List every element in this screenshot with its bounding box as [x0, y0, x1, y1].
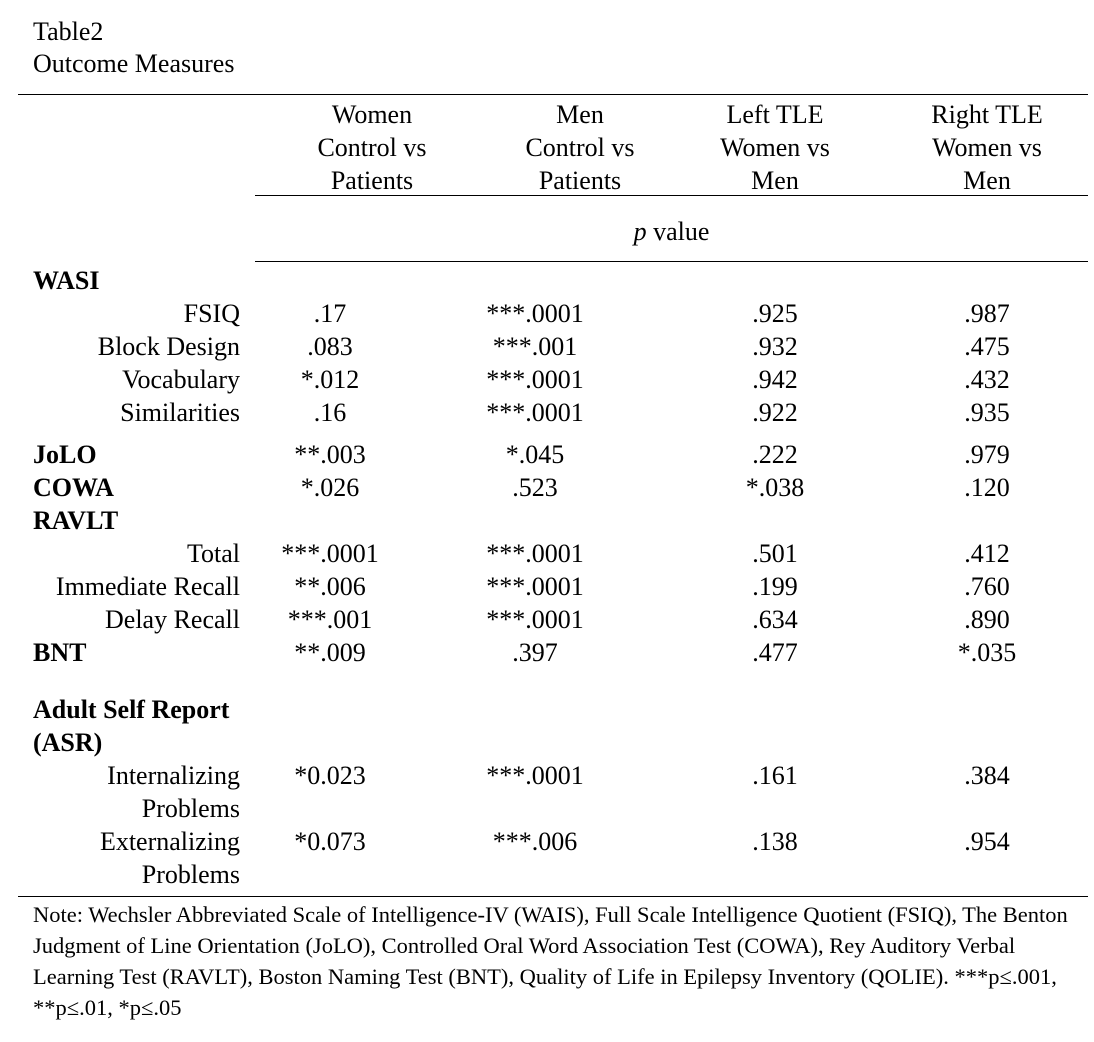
cell-value: .932 — [752, 332, 798, 361]
column-header: Control vs — [525, 133, 635, 162]
cell-value: .16 — [313, 398, 347, 427]
cell-value: *.012 — [300, 365, 360, 394]
cell-value: ***.0001 — [486, 572, 584, 601]
header-rule — [255, 195, 1088, 196]
column-header: Control vs — [317, 133, 427, 162]
row-label: FSIQ — [183, 299, 240, 328]
column-header: Patients — [330, 166, 414, 195]
group-label: JoLO — [33, 440, 97, 469]
cell-value: .501 — [752, 539, 798, 568]
cell-value: ***.001 — [287, 605, 373, 634]
cell-value: .222 — [752, 440, 798, 469]
cell-value: *.035 — [957, 638, 1017, 667]
cell-value: .954 — [964, 827, 1010, 856]
subheader-rule — [255, 261, 1088, 262]
cell-value: .634 — [752, 605, 798, 634]
cell-value: .199 — [752, 572, 798, 601]
cell-value: .432 — [964, 365, 1010, 394]
cell-value: *.026 — [300, 473, 360, 502]
cell-value: ***.0001 — [486, 761, 584, 790]
cell-value: .412 — [964, 539, 1010, 568]
cell-value: ***.0001 — [486, 365, 584, 394]
cell-value: .925 — [752, 299, 798, 328]
cell-value: **.009 — [294, 638, 366, 667]
cell-value: ***.001 — [492, 332, 578, 361]
row-label: Immediate Recall — [55, 572, 240, 601]
cell-value: .138 — [752, 827, 798, 856]
cell-value: .987 — [964, 299, 1010, 328]
cell-value: .397 — [512, 638, 558, 667]
bottom-rule — [18, 896, 1088, 897]
cell-value: *.038 — [745, 473, 805, 502]
cell-value: .523 — [512, 473, 558, 502]
cell-value: **.006 — [294, 572, 366, 601]
column-header: Women vs — [932, 133, 1042, 162]
column-header: Men — [963, 166, 1011, 195]
cell-value: **.003 — [294, 440, 366, 469]
column-header: Women vs — [720, 133, 830, 162]
cell-value: .477 — [752, 638, 798, 667]
cell-value: .475 — [964, 332, 1010, 361]
cell-value: .979 — [964, 440, 1010, 469]
cell-value: .17 — [313, 299, 347, 328]
cell-value: ***.0001 — [486, 398, 584, 427]
group-label: COWA — [33, 473, 114, 502]
subheader: p value — [255, 215, 1088, 248]
cell-value: ***.0001 — [281, 539, 379, 568]
row-label: Vocabulary — [122, 365, 240, 394]
column-header: Men — [556, 100, 604, 129]
table-title: Table2 — [33, 17, 104, 46]
cell-value: .935 — [964, 398, 1010, 427]
column-header: Women — [331, 100, 413, 129]
cell-value: ***.006 — [492, 827, 578, 856]
cell-value: .384 — [964, 761, 1010, 790]
row-label: Total — [186, 539, 240, 568]
cell-value: .942 — [752, 365, 798, 394]
cell-value: *.045 — [505, 440, 565, 469]
row-label: Internalizing Problems — [107, 761, 240, 823]
cell-value: ***.0001 — [486, 539, 584, 568]
table-note: Note: Wechsler Abbreviated Scale of Inte… — [33, 902, 1068, 1020]
cell-value: .922 — [752, 398, 798, 427]
row-label: Similarities — [120, 398, 240, 427]
column-header: Right TLE — [931, 100, 1043, 129]
cell-value: .890 — [964, 605, 1010, 634]
cell-value: *0.073 — [294, 827, 366, 856]
cell-value: .083 — [307, 332, 353, 361]
cell-value: .760 — [964, 572, 1010, 601]
row-label: Delay Recall — [105, 605, 240, 634]
group-label: Adult Self Report (ASR) — [33, 695, 230, 757]
cell-value: *0.023 — [294, 761, 366, 790]
group-label: BNT — [33, 638, 87, 667]
top-rule — [18, 94, 1088, 95]
column-header: Men — [751, 166, 799, 195]
row-label: Block Design — [97, 332, 240, 361]
cell-value: .120 — [964, 473, 1010, 502]
table-subtitle: Outcome Measures — [33, 49, 235, 78]
subheader-symbol: p — [633, 217, 647, 246]
row-label: Externalizing Problems — [99, 827, 240, 889]
cell-value: ***.0001 — [486, 605, 584, 634]
column-header: Left TLE — [726, 100, 824, 129]
cell-value: ***.0001 — [486, 299, 584, 328]
column-header: Patients — [538, 166, 622, 195]
subheader-text: value — [653, 217, 710, 246]
group-label: RAVLT — [33, 506, 119, 535]
group-label: WASI — [33, 266, 100, 295]
cell-value: .161 — [752, 761, 798, 790]
